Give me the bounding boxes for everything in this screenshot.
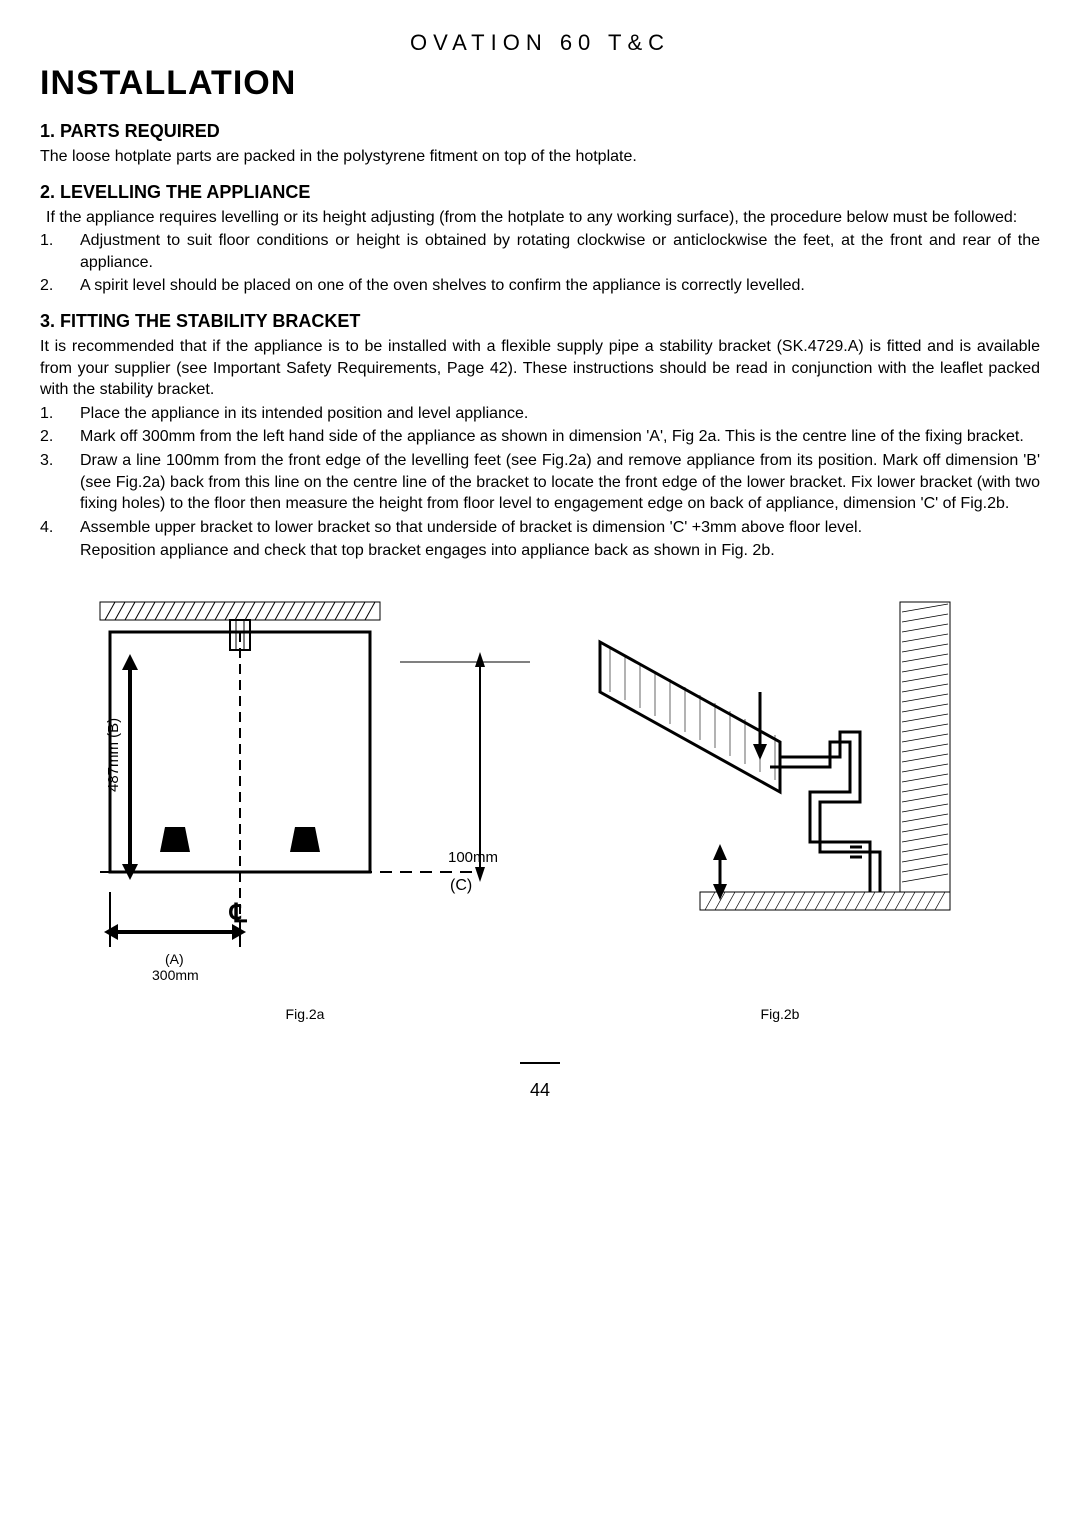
fig-caption: Fig.2b (761, 1006, 800, 1022)
list-item: A spirit level should be placed on one o… (40, 275, 1040, 297)
list-item: Place the appliance in its intended posi… (40, 403, 1040, 425)
page-number: 44 (40, 1062, 1040, 1101)
centreline-icon: ℄ (229, 898, 248, 928)
section-stability-bracket: 3. FITTING THE STABILITY BRACKET It is r… (40, 311, 1040, 562)
section-lead: If the appliance requires levelling or i… (40, 207, 1040, 229)
figure-2b: Fig.2b (580, 592, 980, 1022)
dim-a-label: (A) (165, 951, 184, 967)
product-header: OVATION 60 T&C (40, 30, 1040, 56)
section-heading: 2. LEVELLING THE APPLIANCE (40, 182, 1040, 203)
section-levelling: 2. LEVELLING THE APPLIANCE If the applia… (40, 182, 1040, 297)
section-after: Reposition appliance and check that top … (40, 540, 1040, 562)
section-heading: 3. FITTING THE STABILITY BRACKET (40, 311, 1040, 332)
dim-b-label: 487mm (B) (105, 718, 122, 792)
dim-c-label: (C) (450, 877, 472, 894)
list-item: Assemble upper bracket to lower bracket … (40, 517, 1040, 539)
section-lead: It is recommended that if the appliance … (40, 336, 1040, 401)
list-item: Adjustment to suit floor conditions or h… (40, 230, 1040, 273)
figure-2a: (C) 100mm 487mm (B) (A) 300mm ℄ Fig.2a (70, 592, 540, 1022)
dim-100mm: 100mm (448, 849, 498, 866)
stability-list: Place the appliance in its intended posi… (40, 403, 1040, 539)
list-item: Mark off 300mm from the left hand side o… (40, 426, 1040, 448)
figure-2a-svg: (C) 100mm 487mm (B) (A) 300mm ℄ (70, 592, 540, 992)
section-parts-required: 1. PARTS REQUIRED The loose hotplate par… (40, 121, 1040, 168)
section-body: The loose hotplate parts are packed in t… (40, 146, 1040, 168)
page-title: INSTALLATION (40, 64, 1040, 103)
figure-2b-svg (580, 592, 980, 992)
fig-caption: Fig.2a (286, 1006, 325, 1022)
levelling-list: Adjustment to suit floor conditions or h… (40, 230, 1040, 297)
section-heading: 1. PARTS REQUIRED (40, 121, 1040, 142)
dim-a-val: 300mm (152, 967, 199, 983)
list-item: Draw a line 100mm from the front edge of… (40, 450, 1040, 515)
figures-row: (C) 100mm 487mm (B) (A) 300mm ℄ Fig.2a (40, 592, 1040, 1022)
